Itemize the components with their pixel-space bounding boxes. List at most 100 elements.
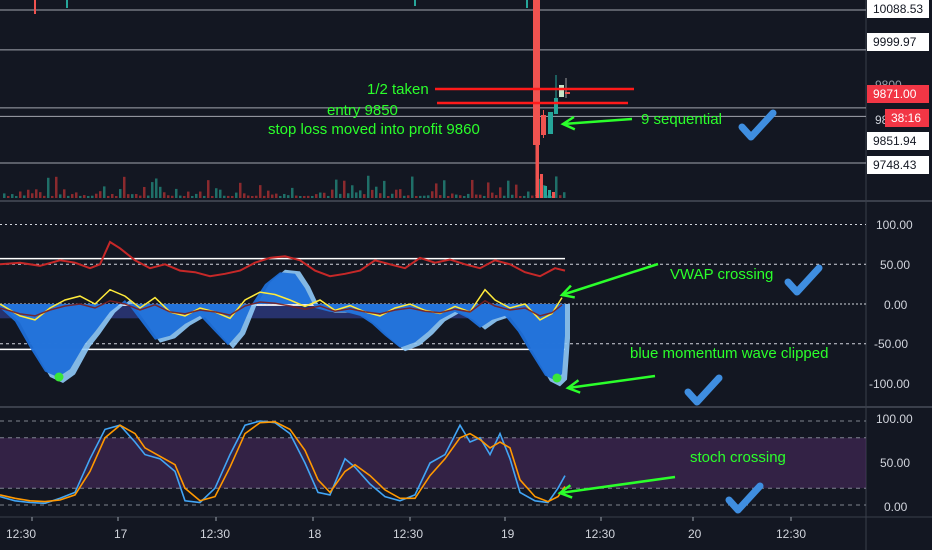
volume-bar (107, 195, 110, 198)
volume-bar (347, 193, 350, 198)
volume-bar (552, 192, 555, 198)
momentum-tick-100: 100.00 (876, 218, 913, 232)
volume-bar (135, 193, 138, 198)
volume-bar (287, 195, 290, 198)
volume-bar (159, 186, 162, 198)
volume-bar (39, 192, 42, 198)
candle (554, 98, 558, 114)
volume-bar (499, 187, 502, 198)
volume-bar (31, 193, 34, 198)
volume-bar (531, 195, 534, 198)
volume-bar (127, 194, 130, 198)
time-label: 12:30 (393, 527, 424, 541)
volume-bar (523, 195, 526, 198)
annotation-half-taken: 1/2 taken (367, 81, 429, 98)
annotation-blue-wave: blue momentum wave clipped (630, 345, 829, 362)
volume-bar (387, 195, 390, 198)
vwap-line (0, 288, 563, 321)
volume-bar (99, 191, 102, 198)
annotation-entry: entry 9850 (327, 102, 398, 119)
volume-bar (271, 194, 274, 198)
momentum-pane[interactable] (0, 224, 932, 408)
volume-bar (227, 195, 230, 198)
volume-bar (119, 189, 122, 198)
volume-bar (371, 189, 374, 198)
volume-bar (343, 180, 346, 198)
volume-bar (331, 189, 334, 198)
volume-bar (243, 193, 246, 198)
volume-bar (447, 195, 450, 198)
volume-bar (379, 193, 382, 198)
annotation-stoch-crossing: stoch crossing (690, 449, 786, 466)
volume-bar (219, 189, 222, 198)
volume-bar (540, 174, 543, 198)
volume-bar (407, 195, 410, 198)
volume-bar (175, 188, 178, 198)
volume-bar (419, 195, 422, 198)
volume-bar (51, 195, 54, 198)
volume-bar (143, 186, 146, 198)
volume-bar (475, 194, 478, 198)
volume-bar (211, 195, 214, 198)
volume-bar (479, 194, 482, 198)
volume-bar (207, 180, 210, 198)
volume-bar (103, 186, 106, 198)
annotation-checkmarks (684, 109, 823, 514)
volume-bar (327, 195, 330, 198)
time-label: 12:30 (200, 527, 231, 541)
volume-bar (247, 195, 250, 198)
time-axis[interactable] (31, 517, 792, 521)
volume-bar (291, 187, 294, 198)
stoch-k-line (0, 420, 566, 505)
volume-bar (179, 195, 182, 198)
stoch-tick-0: 0.00 (884, 500, 908, 514)
volume-bar (147, 195, 150, 198)
arrow-stoch-crossing-head (557, 484, 573, 499)
volume-bar (47, 177, 50, 198)
volume-bar (115, 195, 118, 198)
volume-bar (463, 195, 466, 198)
volume-bar (87, 195, 90, 198)
volume-bar (427, 195, 430, 198)
volume-bar (167, 195, 170, 198)
volume-bar (395, 189, 398, 198)
volume-bar (199, 191, 202, 198)
momentum-wave-1 (0, 272, 565, 381)
volume-bar (263, 195, 266, 198)
arrow-blue-wave-head (565, 379, 581, 394)
volume-bar (259, 185, 262, 198)
annotation-vwap-crossing: VWAP crossing (670, 266, 774, 283)
volume-bar (423, 195, 426, 198)
volume-bar (27, 189, 30, 198)
volume-bar (35, 189, 38, 198)
volume-bar (335, 179, 338, 198)
volume-bar (239, 182, 242, 198)
volume-bar (495, 195, 498, 198)
volume-bar (75, 192, 78, 198)
volume-bar (255, 195, 258, 198)
annotation-arrows (557, 115, 676, 499)
volume-bar (223, 195, 226, 198)
arrow-vwap-crossing (561, 262, 659, 297)
stochastic-pane[interactable] (0, 420, 932, 518)
volume-bar (467, 193, 470, 198)
check-icon (738, 109, 777, 141)
volume-bar (83, 195, 86, 198)
time-label: 18 (308, 527, 322, 541)
volume-bar (319, 192, 322, 198)
volume-bar (251, 195, 254, 198)
volume-bar (275, 193, 278, 198)
volume-bar (79, 195, 82, 198)
time-label: 17 (114, 527, 128, 541)
volume-bar (471, 179, 474, 198)
time-label: 12:30 (6, 527, 37, 541)
volume-bar (403, 195, 406, 198)
volume-bar (459, 195, 462, 198)
volume-bar (435, 183, 438, 198)
volume-bar (527, 191, 530, 198)
volume-bar (507, 180, 510, 198)
volume-bar (183, 196, 186, 198)
volume-bar (19, 191, 22, 198)
